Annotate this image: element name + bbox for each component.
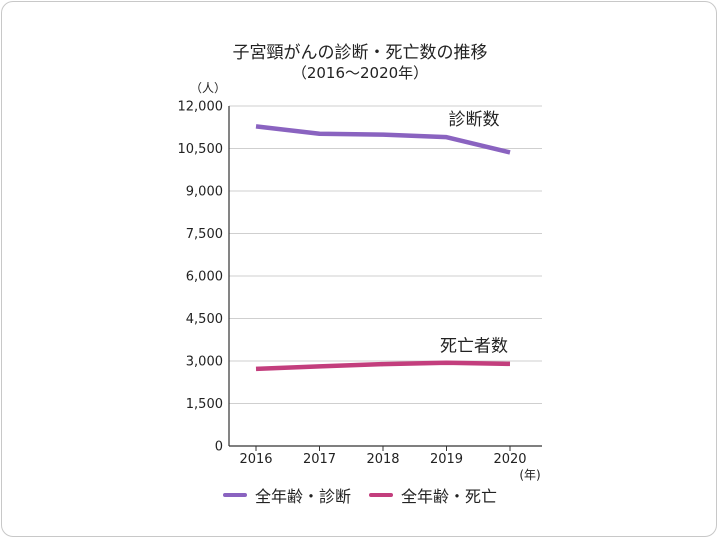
legend: 全年齢・診断 全年齢・死亡 [0,483,720,507]
y-tick-label: 1,500 [186,397,223,412]
x-tick-label: 2017 [303,452,336,467]
y-axis-unit: （人） [190,81,226,95]
x-tick-label: 2016 [239,452,272,467]
legend-item-diagnosis: 全年齢・診断 [222,483,351,507]
series-label-0: 診断数 [449,110,500,130]
y-tick-label: 10,500 [178,142,224,157]
y-tick-label: 7,500 [186,227,223,242]
y-tick-label: 12,000 [178,100,224,115]
y-tick-label: 6,000 [186,270,223,285]
x-axis-unit: (年) [519,468,540,482]
legend-swatch-death [369,493,393,497]
series-label-1: 死亡者数 [440,337,508,357]
legend-label-death: 全年齢・死亡 [401,487,498,506]
x-tick-label: 2019 [430,452,463,467]
y-tick-label: 4,500 [186,312,223,327]
legend-label-diagnosis: 全年齢・診断 [254,487,351,506]
x-tick-label: 2018 [366,452,399,467]
y-tick-label: 3,000 [186,355,223,370]
legend-swatch-diagnosis [222,493,247,497]
chart-subtitle: （2016～2020年） [291,64,429,82]
legend-item-death: 全年齢・死亡 [369,483,497,507]
y-tick-label: 9,000 [186,185,223,200]
series-line-1 [255,360,511,372]
x-tick-label: 2020 [493,452,526,467]
chart-title: 子宮頸がんの診断・死亡数の推移 [232,43,488,63]
y-tick-label: 0 [215,440,223,455]
